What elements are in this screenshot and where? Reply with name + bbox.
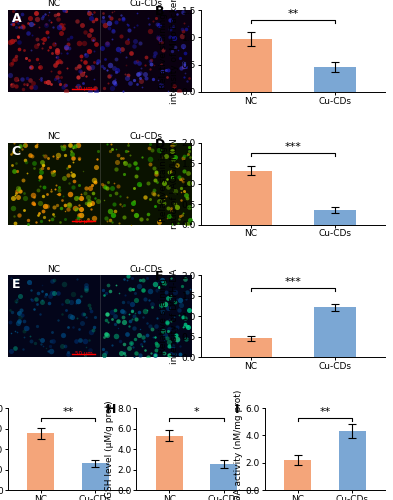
Text: B: B [154,5,164,18]
Text: E: E [11,278,20,291]
Text: ***: *** [285,277,301,287]
Bar [284,460,311,490]
Text: NC: NC [48,265,61,274]
Text: F: F [154,270,163,283]
Text: ***: *** [285,142,301,152]
Text: **: ** [62,407,73,417]
Text: C: C [11,145,21,158]
Text: D: D [154,138,165,151]
Text: NC: NC [48,132,61,141]
Text: 50 μm: 50 μm [75,86,92,91]
Y-axis label: GSH level (μM/g prot): GSH level (μM/g prot) [105,400,114,498]
Text: Cu-CDs: Cu-CDs [130,265,163,274]
Bar [82,464,109,490]
Y-axis label: Relative staining
intensity of DCFH-DA: Relative staining intensity of DCFH-DA [159,268,179,364]
Bar [210,464,237,490]
Text: 50 μm: 50 μm [75,352,92,356]
Y-axis label: Relative staining
ratio of J-AGG/J-MON: Relative staining ratio of J-AGG/J-MON [159,138,179,229]
Bar [339,432,366,490]
Bar [314,68,356,92]
Text: Cu-CDs: Cu-CDs [130,132,163,141]
Text: **: ** [287,9,299,19]
Bar [314,308,356,358]
Bar [230,170,272,224]
Bar [156,436,183,490]
Text: **: ** [320,407,331,417]
Bar [230,338,272,357]
Bar [230,39,272,92]
Y-axis label: Relative staining
intensity of MitoTracker: Relative staining intensity of MitoTrack… [159,0,179,104]
Text: I: I [235,403,239,416]
Bar [27,434,54,490]
Text: A: A [11,12,21,26]
Y-axis label: MDA activity (nM/mg prot): MDA activity (nM/mg prot) [234,390,243,500]
Text: NC: NC [48,0,61,8]
Text: Cu-CDs: Cu-CDs [130,0,163,8]
Bar [314,210,356,224]
Text: H: H [107,403,117,416]
Text: *: * [194,407,199,417]
Text: 50 μm: 50 μm [75,219,92,224]
